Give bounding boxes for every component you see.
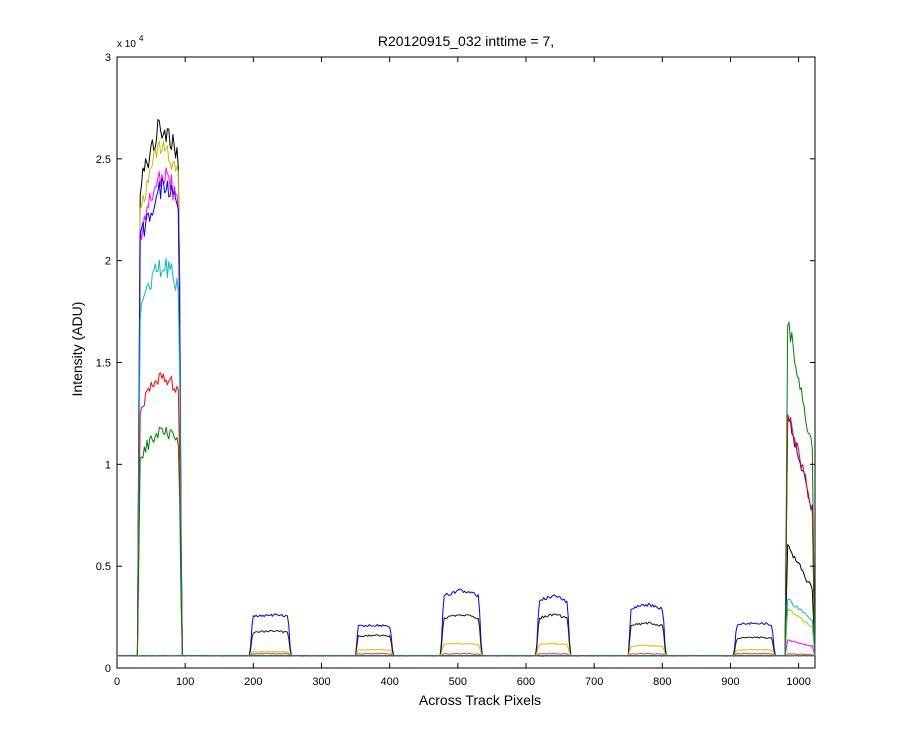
- y-multiplier-label: x 10: [117, 39, 136, 50]
- plot-frame: [116, 56, 816, 669]
- x-tick-label: 800: [653, 676, 671, 688]
- x-tick-label: 400: [380, 676, 398, 688]
- x-tick-label: 500: [449, 676, 467, 688]
- y-tick-label: 2.5: [96, 154, 111, 166]
- chart-title: R20120915_032 inttime = 7,: [378, 33, 554, 49]
- y-multiplier-exponent: 4: [139, 34, 144, 43]
- y-tick-label: 3: [105, 52, 111, 64]
- x-tick-label: 700: [585, 676, 603, 688]
- tick-layer: 0 100 200 300 400 500 600 700 800 900 1000 0 0.5 1 1.5…: [96, 52, 815, 688]
- series-layer: [116, 119, 816, 657]
- y-axis-label: Intensity (ADU): [69, 302, 85, 397]
- y-tick-label: 1: [105, 459, 111, 471]
- x-tick-label: 900: [721, 676, 739, 688]
- x-axis-label: Across Track Pixels: [419, 692, 541, 708]
- x-tick-label: 600: [517, 676, 535, 688]
- x-tick-label: 0: [114, 676, 120, 688]
- y-tick-label: 2: [105, 256, 111, 268]
- y-tick-label: 0.5: [96, 561, 111, 573]
- y-tick-label: 1.5: [96, 358, 111, 370]
- x-tick-label: 1000: [786, 676, 810, 688]
- series-line: [116, 655, 816, 657]
- x-tick-label: 100: [176, 676, 194, 688]
- y-tick-label: 0: [105, 663, 111, 675]
- x-tick-label: 300: [312, 676, 330, 688]
- x-tick-label: 200: [244, 676, 262, 688]
